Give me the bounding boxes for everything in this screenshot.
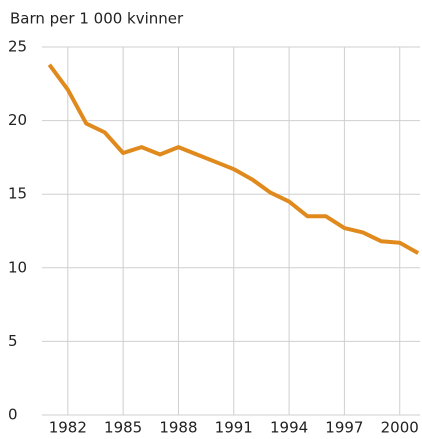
x-tick-label: 1997: [325, 419, 363, 437]
y-tick-label: 10: [8, 258, 27, 276]
y-tick-label: 0: [8, 406, 18, 424]
x-tick-label: 1994: [270, 419, 308, 437]
chart-title: Barn per 1 000 kvinner: [10, 10, 184, 28]
y-tick-label: 5: [8, 332, 18, 350]
x-tick-label: 1982: [49, 419, 87, 437]
y-tick-label: 25: [8, 38, 27, 56]
line: [47, 63, 420, 255]
x-tick-label: 1985: [104, 419, 142, 437]
x-tick-label: 1991: [215, 419, 253, 437]
x-tick-label: 1988: [159, 419, 197, 437]
x-tick-label: 2000: [381, 419, 419, 437]
y-tick-label: 20: [8, 111, 27, 129]
y-tick-label: 15: [8, 185, 27, 203]
